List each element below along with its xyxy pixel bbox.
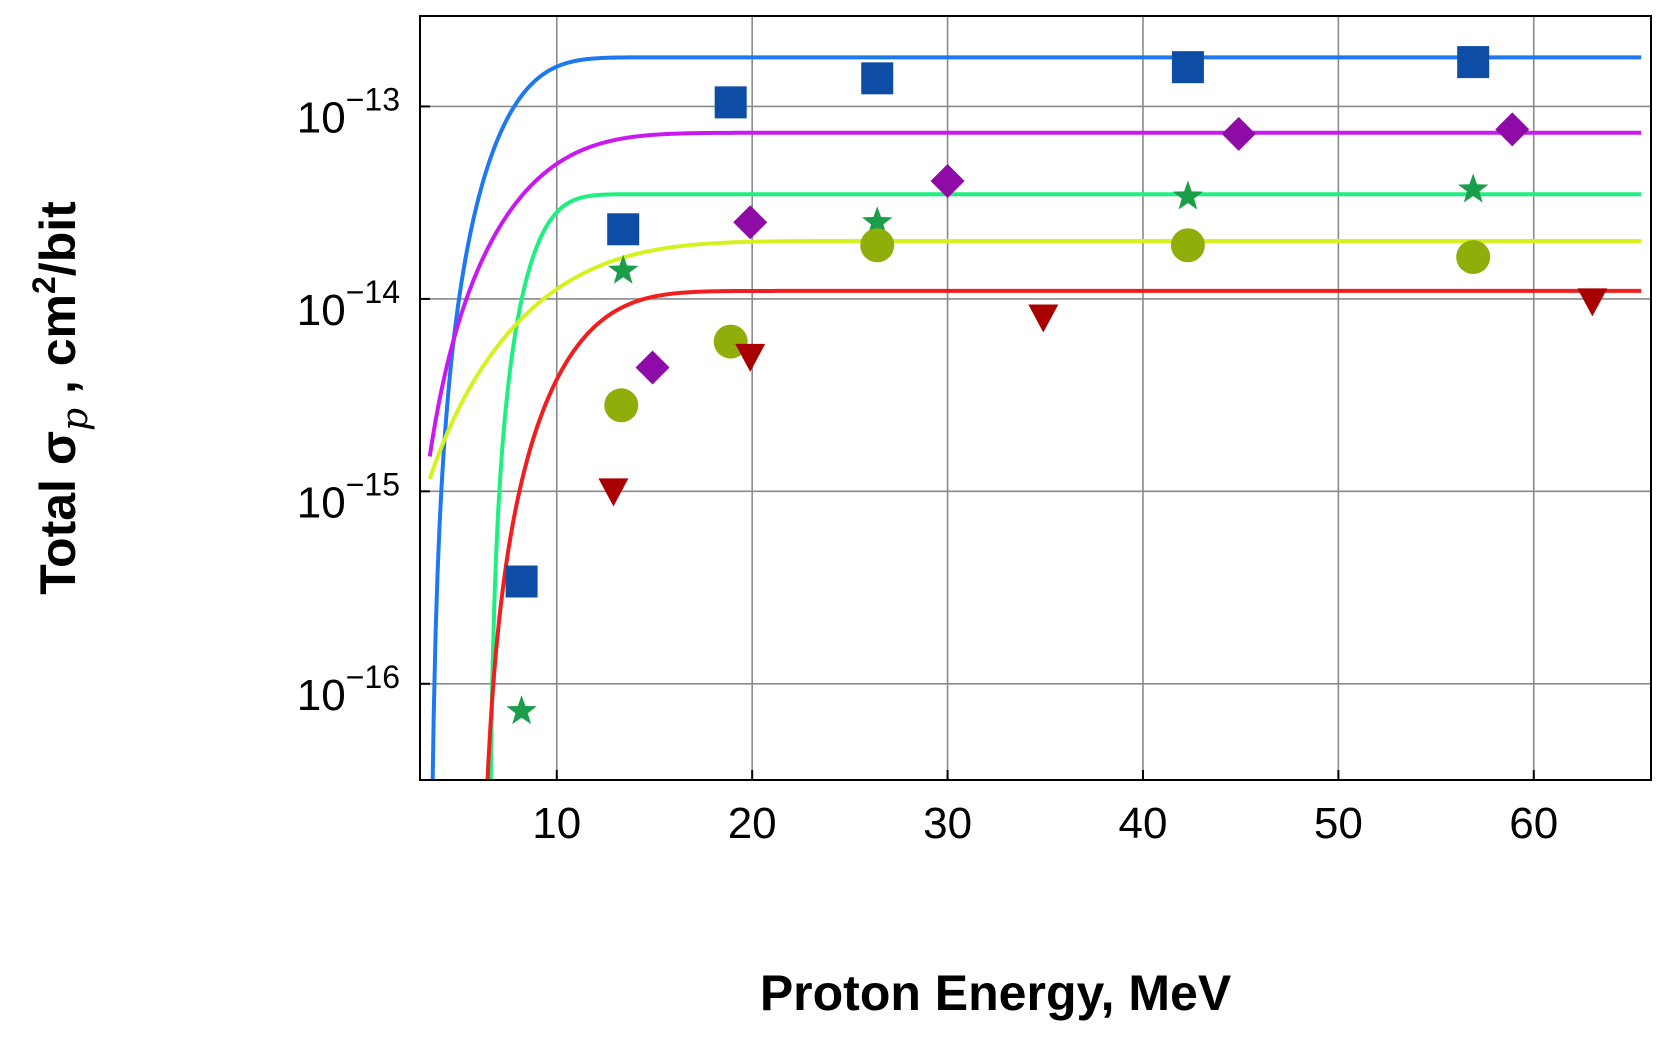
x-tick-label: 10: [532, 799, 581, 848]
fit-curves: [427, 55, 1642, 780]
star-marker: [1172, 180, 1204, 210]
fit-curve-triangle-down: [485, 288, 1642, 780]
y-tick-label-exponent: −14: [346, 274, 400, 310]
y-tick-label: 10−14: [297, 274, 400, 335]
y-tick-label-exponent: −13: [346, 81, 400, 117]
x-axis-title: Proton Energy, MeV: [760, 965, 1232, 1021]
diamond-marker: [635, 350, 670, 385]
fit-curve-circle: [427, 238, 1642, 480]
star-marker: [862, 206, 893, 236]
y-tick-label: 10−16: [297, 659, 400, 720]
triangle-down-marker: [1028, 304, 1059, 333]
y-tick-label-exponent: −16: [346, 659, 400, 695]
square-marker: [714, 86, 747, 119]
y-axis-title-superscript: 2: [26, 276, 62, 294]
diamond-marker: [733, 205, 768, 240]
y-axis-title-prefix: Total σ: [30, 431, 86, 595]
fit-curve-square: [430, 55, 1642, 780]
star-marker: [1457, 173, 1489, 203]
x-tick-label: 30: [923, 799, 972, 848]
circle-marker: [860, 228, 895, 263]
x-tick-label: 50: [1314, 799, 1363, 848]
star-marker: [608, 254, 639, 284]
y-axis-title-subscript: p: [55, 408, 96, 431]
triangle-down-marker: [735, 343, 766, 372]
square-marker: [1457, 46, 1490, 79]
y-tick-label-base: 10: [297, 478, 346, 527]
x-tick-label: 40: [1118, 799, 1167, 848]
circle-marker: [604, 388, 639, 423]
y-axis-title-suffix: /bit: [30, 201, 86, 276]
y-tick-label-exponent: −15: [346, 466, 400, 502]
y-tick-label: 10−13: [297, 81, 400, 142]
circle-marker: [1170, 228, 1205, 263]
plot-frame: [419, 15, 1652, 781]
y-axis-title: Total σp , cm2/bit: [26, 201, 96, 595]
fit-curve-diamond: [427, 130, 1642, 457]
square-marker: [1171, 51, 1204, 84]
y-tick-label-base: 10: [297, 93, 346, 142]
y-tick-label-base: 10: [297, 286, 346, 335]
diamond-marker: [1495, 112, 1530, 147]
triangle-down-marker: [1577, 288, 1608, 317]
triangle-down-marker: [598, 478, 629, 507]
circle-marker: [1456, 240, 1491, 275]
square-marker: [861, 62, 894, 95]
x-tick-label: 60: [1509, 799, 1558, 848]
data-markers: [505, 46, 1608, 725]
diamond-marker: [1221, 116, 1256, 151]
y-tick-label-base: 10: [297, 671, 346, 720]
x-tick-label: 20: [728, 799, 777, 848]
star-marker: [506, 695, 537, 725]
square-marker: [505, 565, 538, 598]
fit-curve-star: [488, 192, 1642, 780]
y-tick-label: 10−15: [297, 466, 400, 527]
square-marker: [607, 213, 640, 246]
diamond-marker: [930, 163, 965, 198]
grid-lines: [420, 16, 1651, 780]
y-axis-title-mid: , cm: [30, 294, 86, 408]
